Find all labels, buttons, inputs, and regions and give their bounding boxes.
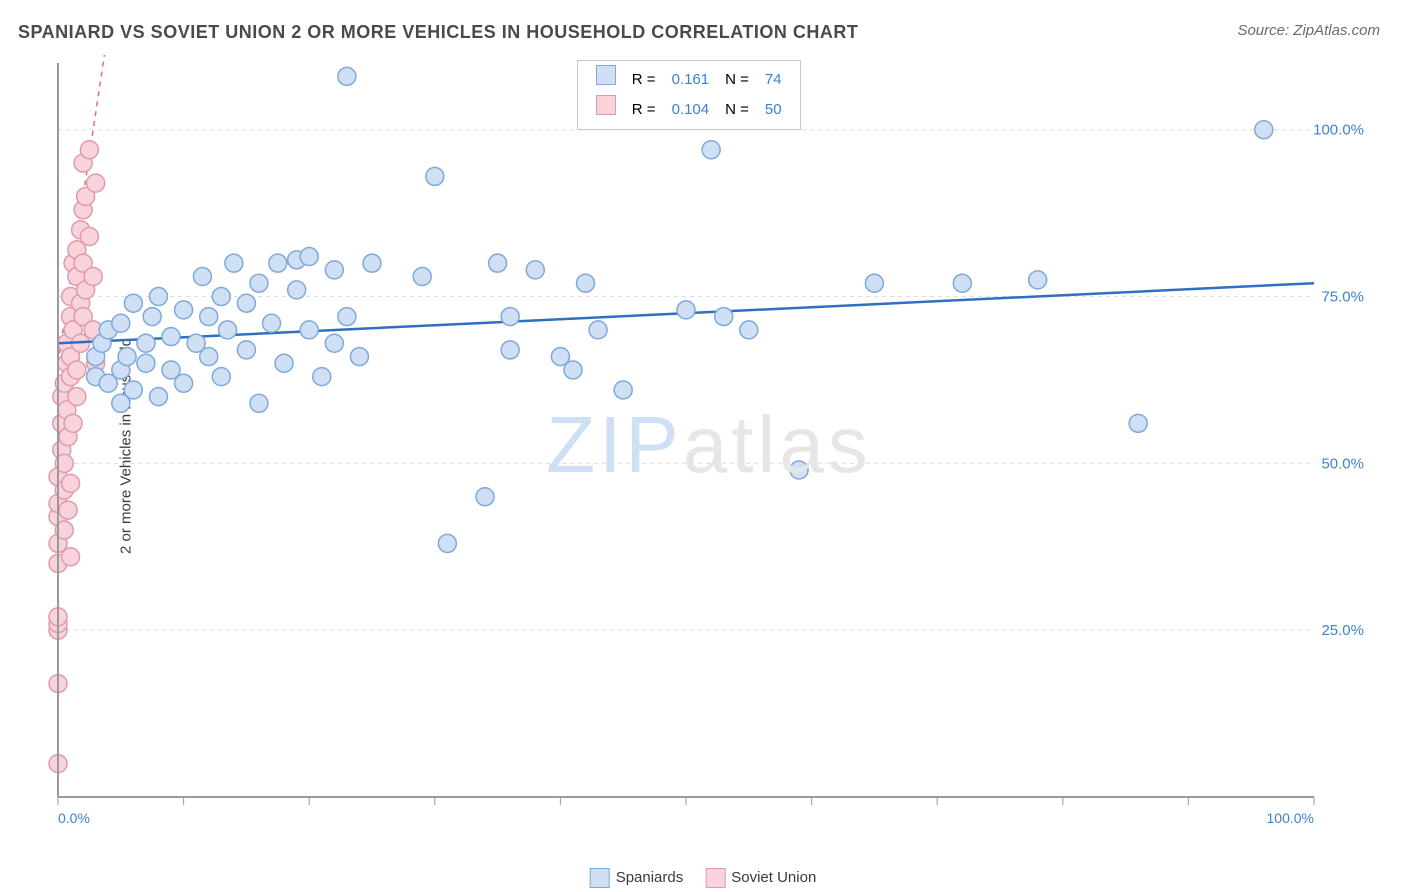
scatter-point-spaniards xyxy=(438,534,456,552)
scatter-point-spaniards xyxy=(237,294,255,312)
scatter-point-spaniards xyxy=(124,381,142,399)
legend: Spaniards Soviet Union xyxy=(590,868,817,888)
scatter-point-spaniards xyxy=(325,261,343,279)
stat-r-label: R = xyxy=(624,65,664,95)
scatter-point-spaniards xyxy=(476,488,494,506)
legend-item: Spaniards xyxy=(590,868,684,888)
x-tick-label: 0.0% xyxy=(58,810,90,826)
scatter-point-spaniards xyxy=(363,254,381,272)
scatter-point-spaniards xyxy=(501,308,519,326)
scatter-point-spaniards xyxy=(225,254,243,272)
scatter-point-spaniards xyxy=(143,308,161,326)
scatter-point-soviet xyxy=(59,501,77,519)
stat-n-label: N = xyxy=(717,95,757,125)
scatter-point-spaniards xyxy=(300,248,318,266)
scatter-point-spaniards xyxy=(275,354,293,372)
scatter-point-spaniards xyxy=(118,348,136,366)
scatter-point-spaniards xyxy=(338,67,356,85)
stat-r-value: 0.161 xyxy=(664,65,718,95)
scatter-point-soviet xyxy=(80,227,98,245)
scatter-point-spaniards xyxy=(865,274,883,292)
chart-svg: 25.0% 50.0% 75.0% 100.0% 0.0% 100.0% xyxy=(48,55,1370,835)
scatter-point-spaniards xyxy=(175,374,193,392)
legend-swatch xyxy=(705,868,725,888)
scatter-point-soviet xyxy=(62,548,80,566)
scatter-point-spaniards xyxy=(953,274,971,292)
scatter-point-spaniards xyxy=(740,321,758,339)
x-tick-label: 100.0% xyxy=(1267,810,1314,826)
scatter-point-spaniards xyxy=(1029,271,1047,289)
y-tick-label: 50.0% xyxy=(1321,455,1364,472)
correlation-chart: SPANIARD VS SOVIET UNION 2 OR MORE VEHIC… xyxy=(0,0,1406,892)
scatter-point-soviet xyxy=(68,361,86,379)
scatter-point-spaniards xyxy=(162,328,180,346)
scatter-point-spaniards xyxy=(589,321,607,339)
scatter-point-spaniards xyxy=(564,361,582,379)
scatter-point-spaniards xyxy=(250,274,268,292)
y-tick-label: 75.0% xyxy=(1321,289,1364,306)
scatter-point-spaniards xyxy=(288,281,306,299)
scatter-point-spaniards xyxy=(338,308,356,326)
scatter-point-spaniards xyxy=(269,254,287,272)
scatter-point-soviet xyxy=(64,414,82,432)
scatter-point-spaniards xyxy=(149,288,167,306)
legend-label: Spaniards xyxy=(616,869,684,886)
scatter-point-spaniards xyxy=(702,141,720,159)
scatter-point-spaniards xyxy=(175,301,193,319)
scatter-point-spaniards xyxy=(501,341,519,359)
scatter-point-spaniards xyxy=(1129,414,1147,432)
source-attribution: Source: ZipAtlas.com xyxy=(1237,22,1380,39)
stat-n-label: N = xyxy=(717,65,757,95)
scatter-point-spaniards xyxy=(137,354,155,372)
scatter-point-spaniards xyxy=(614,381,632,399)
stat-n-value: 74 xyxy=(757,65,790,95)
scatter-point-spaniards xyxy=(137,334,155,352)
scatter-point-spaniards xyxy=(489,254,507,272)
stats-box: R =0.161N =74 R =0.104N =50 xyxy=(577,60,801,130)
scatter-point-spaniards xyxy=(193,268,211,286)
scatter-point-spaniards xyxy=(325,334,343,352)
scatter-point-spaniards xyxy=(263,314,281,332)
scatter-point-soviet xyxy=(62,474,80,492)
scatter-point-spaniards xyxy=(413,268,431,286)
scatter-point-spaniards xyxy=(149,388,167,406)
y-tick-label: 100.0% xyxy=(1313,122,1364,139)
stat-r-value: 0.104 xyxy=(664,95,718,125)
scatter-point-spaniards xyxy=(300,321,318,339)
scatter-point-spaniards xyxy=(526,261,544,279)
scatter-point-spaniards xyxy=(200,308,218,326)
scatter-point-spaniards xyxy=(313,368,331,386)
scatter-point-spaniards xyxy=(1255,121,1273,139)
scatter-point-spaniards xyxy=(219,321,237,339)
stat-r-label: R = xyxy=(624,95,664,125)
scatter-point-soviet xyxy=(80,141,98,159)
stat-n-value: 50 xyxy=(757,95,790,125)
scatter-point-spaniards xyxy=(250,394,268,412)
legend-item: Soviet Union xyxy=(705,868,816,888)
scatter-point-spaniards xyxy=(112,314,130,332)
legend-swatch xyxy=(596,95,616,115)
scatter-point-spaniards xyxy=(677,301,695,319)
scatter-point-spaniards xyxy=(124,294,142,312)
scatter-point-spaniards xyxy=(237,341,255,359)
legend-label: Soviet Union xyxy=(731,869,816,886)
chart-title: SPANIARD VS SOVIET UNION 2 OR MORE VEHIC… xyxy=(18,22,858,43)
legend-swatch xyxy=(596,65,616,85)
scatter-point-spaniards xyxy=(212,368,230,386)
scatter-point-spaniards xyxy=(200,348,218,366)
scatter-point-spaniards xyxy=(715,308,733,326)
plot-area: 25.0%50.0%75.0%100.0%0.0%100.0% ZIPatlas… xyxy=(48,55,1370,835)
scatter-point-soviet xyxy=(68,388,86,406)
scatter-point-soviet xyxy=(84,268,102,286)
scatter-point-spaniards xyxy=(790,461,808,479)
scatter-point-spaniards xyxy=(212,288,230,306)
scatter-point-soviet xyxy=(87,174,105,192)
scatter-point-spaniards xyxy=(577,274,595,292)
scatter-point-spaniards xyxy=(426,167,444,185)
scatter-point-spaniards xyxy=(350,348,368,366)
legend-swatch xyxy=(590,868,610,888)
y-tick-label: 25.0% xyxy=(1321,622,1364,639)
